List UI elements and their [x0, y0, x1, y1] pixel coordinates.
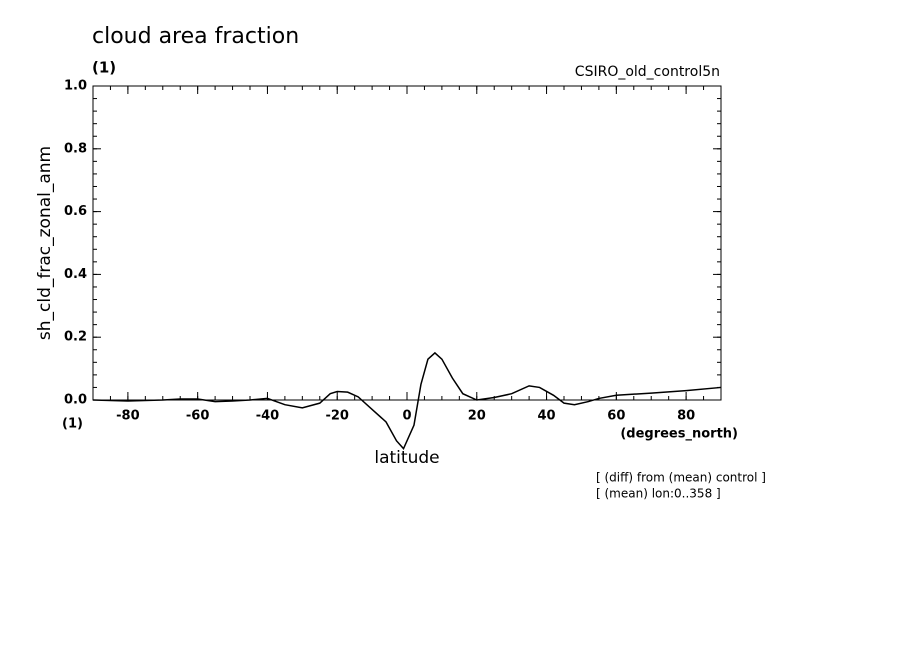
x-tick-label: -60 [186, 409, 210, 424]
x-tick-label: -40 [256, 409, 280, 424]
axes [92, 85, 722, 401]
units: (1) [92, 59, 116, 77]
x-tick-label: -80 [116, 409, 140, 424]
y-tick-label: 0.8 [64, 141, 87, 156]
x-units: (degrees_north) [620, 427, 738, 442]
y-tick-label: 0.0 [64, 393, 87, 408]
x-axis-label: latitude [374, 448, 439, 468]
x-tick-label: 80 [677, 409, 695, 424]
y-tick-label: 0.2 [64, 330, 87, 345]
y-axis-label: sh_cld_frac_zonal_anm [35, 146, 55, 340]
note: [ (diff) from (mean) control ] [596, 471, 766, 485]
x-units-left: (1) [62, 417, 83, 432]
dataset-label: CSIRO_old_control5n [575, 64, 720, 80]
y-tick-label: 1.0 [64, 79, 87, 94]
y-tick-label: 0.6 [64, 204, 87, 219]
plot-frame [92, 85, 722, 401]
chart-title: cloud area fraction [92, 24, 299, 49]
x-tick-label: 20 [468, 409, 486, 424]
x-tick-label: 40 [538, 409, 556, 424]
note: [ (mean) lon:0..358 ] [596, 487, 721, 501]
x-tick-label: 0 [402, 409, 411, 424]
x-tick-label: 60 [607, 409, 625, 424]
x-tick-label: -20 [325, 409, 349, 424]
y-tick-label: 0.4 [64, 267, 87, 282]
data-line [92, 351, 722, 451]
